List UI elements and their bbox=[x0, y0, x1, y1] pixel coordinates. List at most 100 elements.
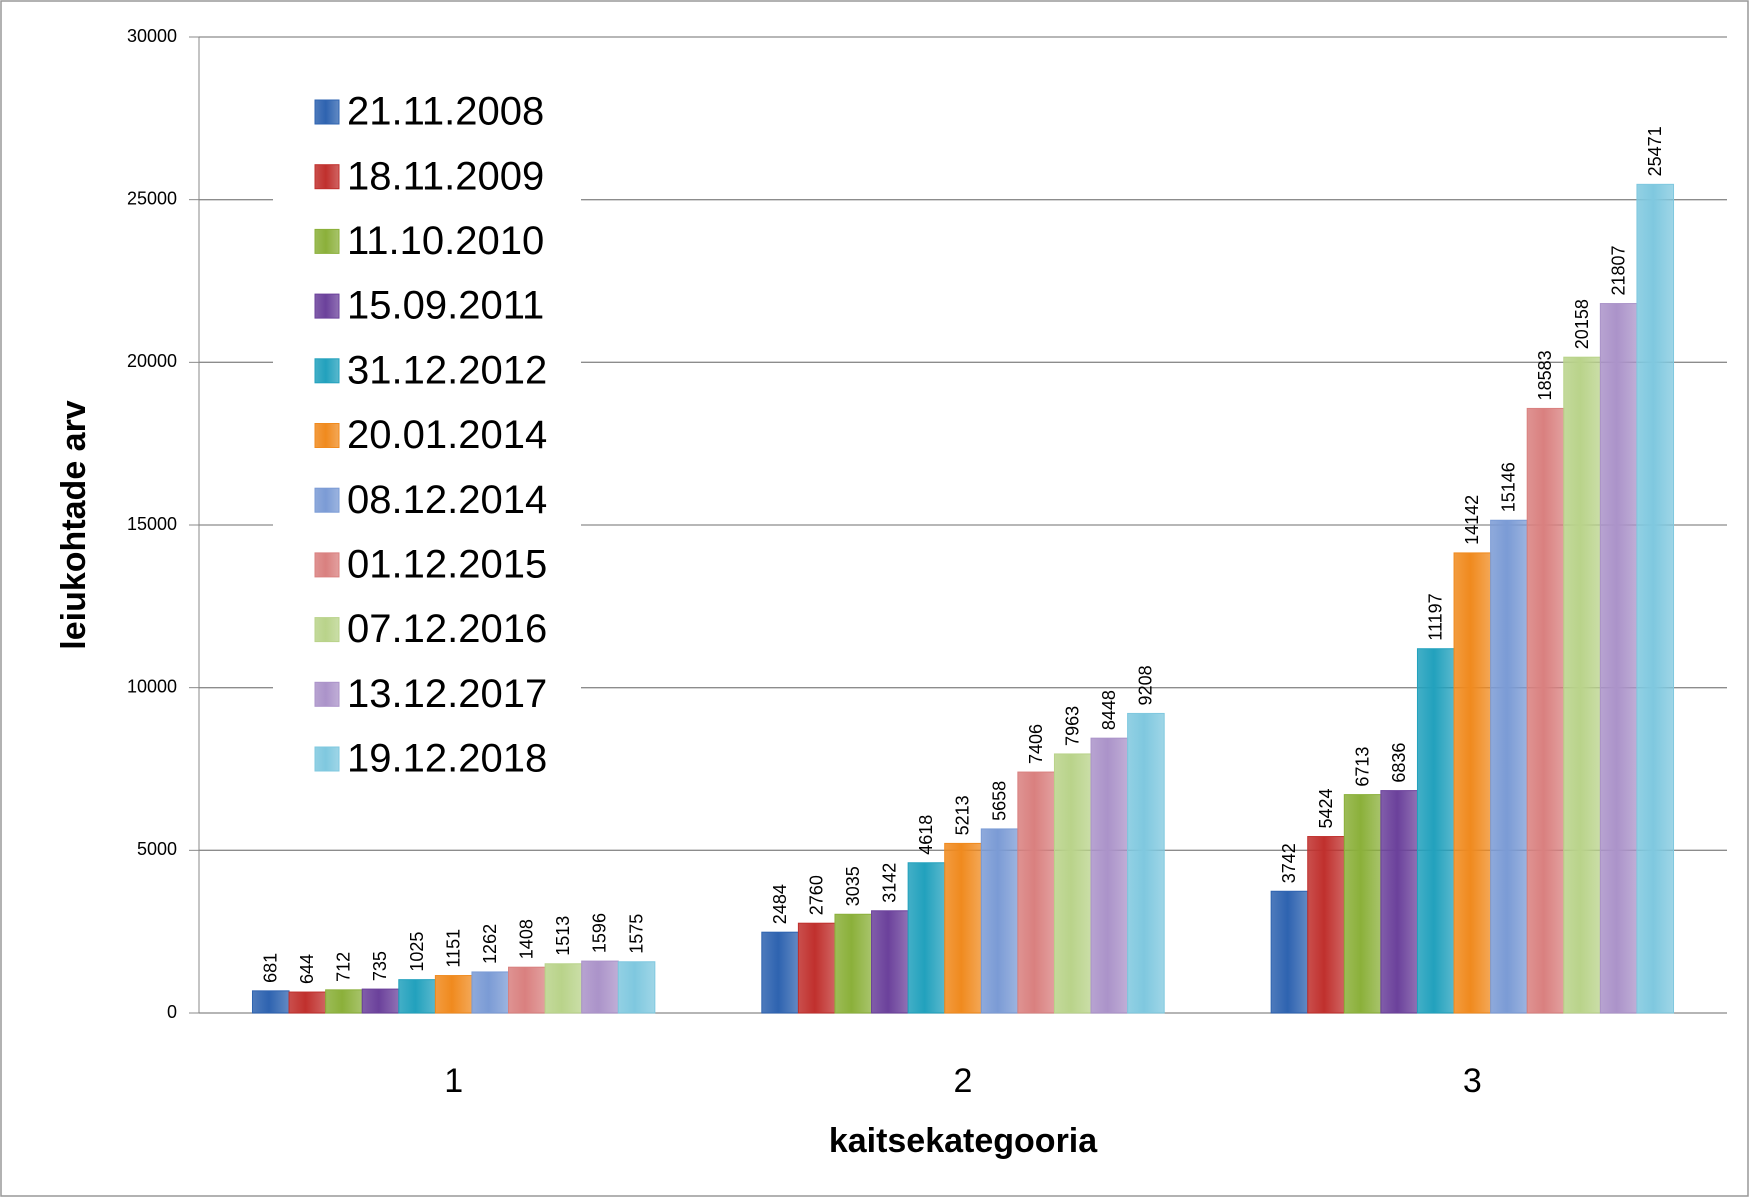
data-label: 644 bbox=[297, 954, 317, 984]
bar bbox=[1090, 737, 1129, 1014]
bar bbox=[1599, 303, 1638, 1014]
x-axis-title: kaitsekategooria bbox=[829, 1122, 1098, 1160]
legend-label: 31.12.2012 bbox=[347, 348, 547, 392]
y-tick-label: 15000 bbox=[127, 514, 177, 534]
legend-label: 15.09.2011 bbox=[347, 284, 544, 328]
bar bbox=[1563, 356, 1601, 1014]
bar bbox=[251, 990, 290, 1014]
bar bbox=[1270, 890, 1309, 1014]
bar bbox=[1017, 771, 1055, 1014]
data-label: 1513 bbox=[553, 916, 573, 956]
x-tick-label: 2 bbox=[954, 1062, 973, 1100]
data-label: 20158 bbox=[1572, 299, 1592, 349]
bar bbox=[980, 828, 1019, 1014]
data-label: 3142 bbox=[880, 863, 900, 903]
data-label: 6713 bbox=[1352, 747, 1372, 787]
data-label: 2760 bbox=[806, 875, 826, 915]
bar bbox=[797, 922, 836, 1014]
legend-swatch bbox=[314, 681, 340, 707]
legend-label: 13.12.2017 bbox=[347, 672, 547, 716]
bar bbox=[871, 910, 909, 1014]
y-axis-title: leiukohtade arv bbox=[55, 400, 93, 650]
data-label: 7406 bbox=[1026, 724, 1046, 764]
data-label: 14142 bbox=[1462, 495, 1482, 545]
legend-label: 19.12.2018 bbox=[347, 737, 547, 781]
data-label: 7963 bbox=[1062, 706, 1082, 746]
bar bbox=[288, 991, 327, 1014]
bar bbox=[761, 931, 799, 1014]
data-label: 2484 bbox=[770, 884, 790, 924]
data-label: 735 bbox=[370, 951, 390, 981]
legend-swatch bbox=[314, 617, 340, 643]
data-label: 21807 bbox=[1608, 245, 1628, 295]
bar bbox=[1416, 648, 1455, 1014]
legend-swatch bbox=[314, 99, 340, 125]
legend-label: 11.10.2010 bbox=[347, 219, 544, 263]
legend-swatch bbox=[314, 228, 340, 254]
legend-swatch bbox=[314, 293, 340, 319]
data-label: 1262 bbox=[480, 924, 500, 964]
bar bbox=[581, 960, 619, 1014]
bar bbox=[944, 842, 982, 1014]
bar bbox=[1636, 183, 1675, 1014]
data-label: 1025 bbox=[407, 932, 427, 972]
bar bbox=[1490, 519, 1528, 1014]
data-label: 1151 bbox=[443, 929, 463, 968]
bar bbox=[1307, 836, 1345, 1014]
legend-label: 07.12.2016 bbox=[347, 607, 547, 651]
data-label: 5213 bbox=[953, 795, 973, 835]
data-label: 712 bbox=[334, 952, 354, 982]
legend-label: 08.12.2014 bbox=[347, 478, 547, 522]
data-label: 1596 bbox=[590, 913, 610, 953]
legend-label: 21.11.2008 bbox=[347, 90, 544, 134]
data-label: 18583 bbox=[1535, 350, 1555, 400]
data-label: 4618 bbox=[916, 815, 936, 855]
bar bbox=[1053, 753, 1092, 1014]
bar bbox=[1526, 407, 1565, 1014]
legend-swatch bbox=[314, 487, 340, 513]
data-label: 681 bbox=[261, 953, 281, 983]
legend-label: 01.12.2015 bbox=[347, 542, 547, 586]
data-label: 1575 bbox=[626, 914, 646, 954]
bar bbox=[1343, 794, 1382, 1014]
data-label: 3035 bbox=[843, 866, 863, 906]
bar bbox=[471, 971, 510, 1014]
legend-swatch bbox=[314, 746, 340, 772]
legend-swatch bbox=[314, 358, 340, 384]
legend-swatch bbox=[314, 423, 340, 448]
data-label: 9208 bbox=[1136, 665, 1156, 705]
y-tick-label: 0 bbox=[167, 1002, 177, 1022]
bar bbox=[325, 989, 363, 1014]
x-tick-label: 3 bbox=[1463, 1062, 1482, 1100]
data-label: 1408 bbox=[517, 919, 537, 959]
bar bbox=[434, 975, 473, 1014]
legend-swatch bbox=[314, 164, 340, 190]
bar bbox=[361, 988, 400, 1014]
data-label: 5658 bbox=[989, 781, 1009, 821]
y-tick-label: 20000 bbox=[127, 351, 177, 371]
legend-swatch bbox=[314, 552, 340, 578]
legend-label: 20.01.2014 bbox=[347, 413, 547, 457]
y-tick-label: 30000 bbox=[127, 26, 177, 46]
data-label: 25471 bbox=[1645, 126, 1665, 176]
bar bbox=[1453, 552, 1492, 1014]
bar bbox=[544, 963, 583, 1014]
bar bbox=[1380, 790, 1418, 1014]
y-tick-label: 10000 bbox=[127, 676, 177, 696]
bar bbox=[508, 966, 546, 1014]
y-tick-label: 25000 bbox=[127, 188, 177, 208]
data-label: 8448 bbox=[1099, 690, 1119, 730]
data-label: 15146 bbox=[1499, 462, 1519, 512]
bar bbox=[1127, 712, 1165, 1014]
data-label: 11197 bbox=[1426, 593, 1446, 640]
data-label: 3742 bbox=[1279, 843, 1299, 883]
y-tick-label: 5000 bbox=[137, 839, 177, 859]
data-label: 6836 bbox=[1389, 743, 1409, 783]
bar bbox=[617, 961, 656, 1014]
data-label: 5424 bbox=[1316, 788, 1336, 828]
bar bbox=[834, 913, 873, 1014]
legend-label: 18.11.2009 bbox=[347, 154, 544, 198]
bar bbox=[907, 862, 946, 1014]
x-tick-label: 1 bbox=[444, 1062, 463, 1100]
